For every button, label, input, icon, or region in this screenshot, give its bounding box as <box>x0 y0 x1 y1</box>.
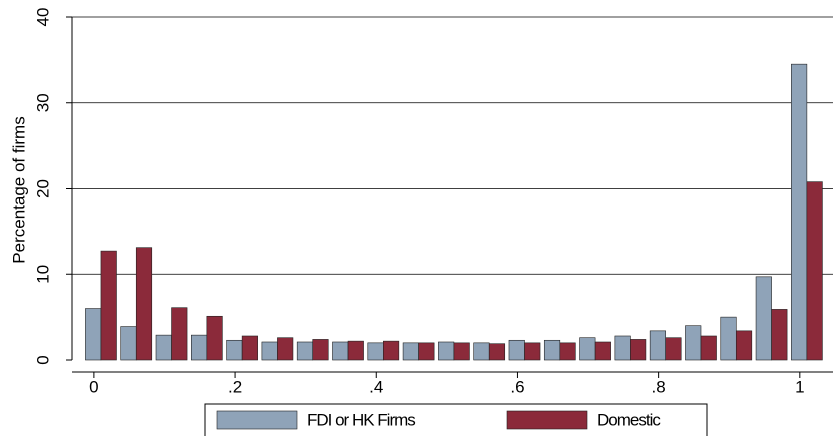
bar <box>771 309 788 361</box>
bar <box>543 339 561 361</box>
bar <box>594 341 611 361</box>
y-tick-label: 0 <box>33 355 52 364</box>
bar <box>347 340 364 361</box>
bar <box>418 342 435 361</box>
bar <box>649 330 666 361</box>
bar <box>614 335 631 361</box>
legend-swatch <box>506 410 588 430</box>
x-tick-label: 1 <box>795 377 804 396</box>
y-axis-label: Percentage of firms <box>9 116 28 263</box>
legend-swatch <box>216 410 298 430</box>
bar <box>226 339 243 361</box>
bar <box>367 342 384 361</box>
bar <box>261 341 278 361</box>
bar <box>191 334 208 361</box>
bar <box>155 334 172 361</box>
bar <box>488 343 506 361</box>
bar <box>85 308 102 361</box>
bar <box>312 339 329 361</box>
bar <box>277 337 294 361</box>
y-tick-label: 20 <box>33 179 52 198</box>
bar <box>120 326 137 361</box>
bar <box>665 337 682 361</box>
bar <box>579 337 596 361</box>
bar <box>100 250 117 361</box>
y-tick-label: 40 <box>33 8 52 27</box>
x-tick-label: .6 <box>510 377 524 396</box>
legend-label: FDI or HK Firms <box>307 410 415 429</box>
bar <box>755 276 772 361</box>
bar <box>508 339 525 361</box>
bar <box>135 247 153 361</box>
bar <box>438 341 455 361</box>
y-tick-label: 10 <box>33 265 52 284</box>
bar <box>402 342 419 361</box>
x-tick-label: .4 <box>369 377 383 396</box>
bar <box>206 315 223 361</box>
bar <box>524 342 541 361</box>
y-tick-label: 30 <box>33 93 52 112</box>
bar <box>630 339 647 361</box>
bar <box>453 342 470 361</box>
x-tick-label: .8 <box>652 377 666 396</box>
x-tick-label: 0 <box>89 377 98 396</box>
bar <box>241 335 258 361</box>
bar <box>296 341 314 361</box>
bar <box>806 181 823 361</box>
bar <box>735 330 753 361</box>
bar <box>473 342 490 361</box>
bar <box>720 316 737 361</box>
bar <box>791 63 808 361</box>
bar <box>171 307 188 361</box>
bar <box>559 342 576 361</box>
bar <box>332 341 349 361</box>
bar <box>685 325 702 361</box>
bar <box>700 335 717 361</box>
x-tick-label: .2 <box>228 377 242 396</box>
legend-label: Domestic <box>597 410 661 429</box>
bar <box>383 340 400 361</box>
